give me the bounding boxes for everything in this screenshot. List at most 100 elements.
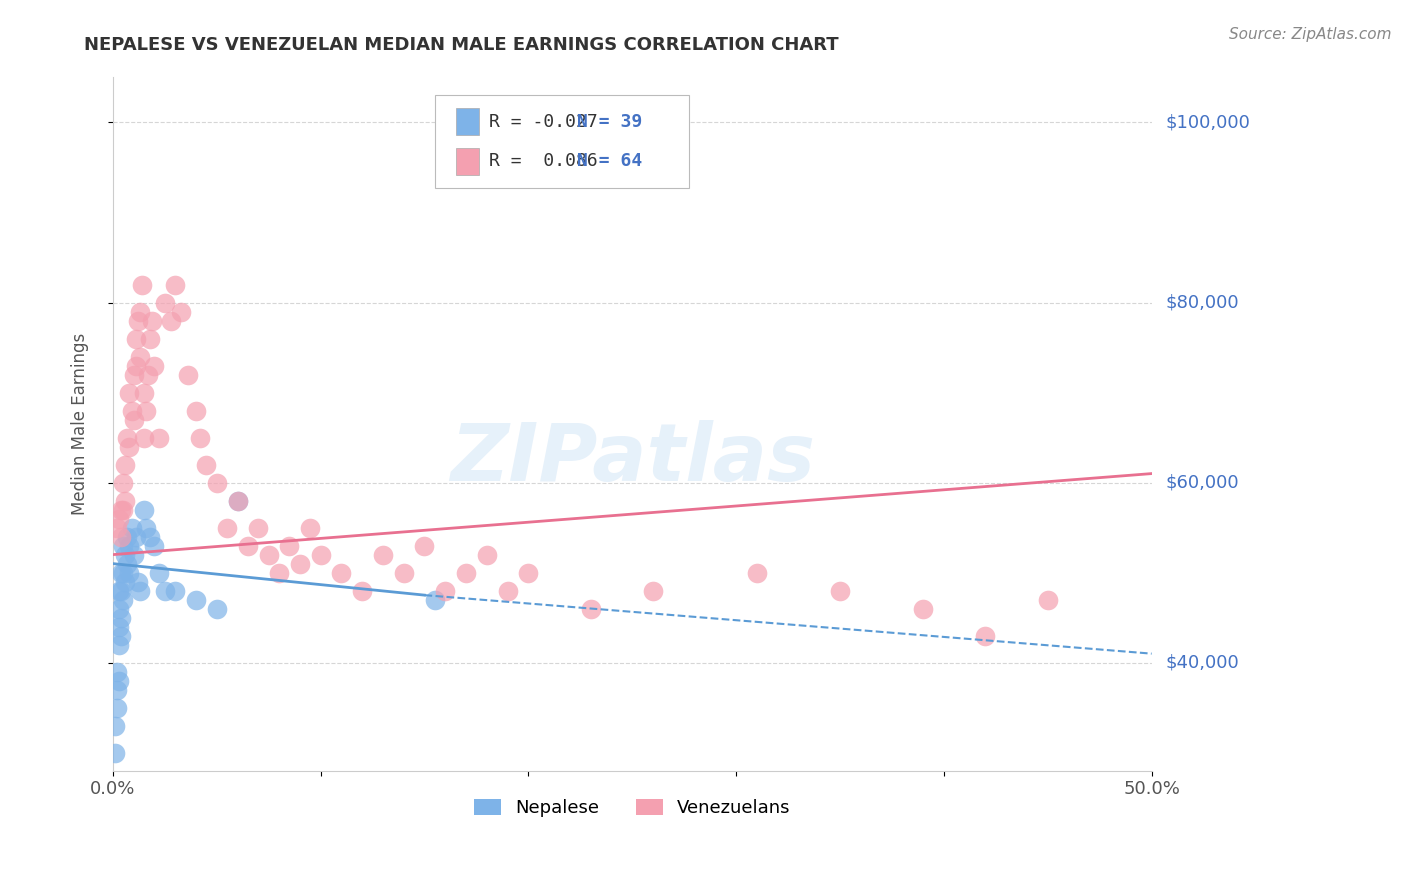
- Point: [247, 520, 270, 534]
- Point: [117, 557, 139, 571]
- Point: [125, 332, 148, 346]
- Point: [136, 368, 159, 382]
- Text: N = 39: N = 39: [578, 112, 643, 130]
- Point: [125, 530, 148, 544]
- Point: [117, 431, 139, 445]
- Text: Source: ZipAtlas.com: Source: ZipAtlas.com: [1229, 27, 1392, 42]
- Point: [128, 350, 150, 364]
- Point: [108, 583, 131, 598]
- Point: [110, 530, 132, 544]
- Point: [217, 520, 239, 534]
- Point: [170, 304, 193, 318]
- Point: [110, 610, 132, 624]
- Point: [132, 431, 155, 445]
- Text: NEPALESE VS VENEZUELAN MEDIAN MALE EARNINGS CORRELATION CHART: NEPALESE VS VENEZUELAN MEDIAN MALE EARNI…: [84, 36, 839, 54]
- Point: [176, 368, 198, 382]
- Point: [641, 583, 664, 598]
- Point: [117, 530, 139, 544]
- Point: [132, 502, 155, 516]
- Point: [148, 566, 170, 580]
- FancyBboxPatch shape: [434, 95, 689, 188]
- Point: [105, 665, 128, 679]
- Text: $60,000: $60,000: [1166, 474, 1239, 491]
- Point: [974, 629, 997, 643]
- Point: [371, 548, 394, 562]
- Point: [517, 566, 540, 580]
- Point: [122, 548, 145, 562]
- Point: [912, 601, 935, 615]
- Point: [434, 583, 457, 598]
- Point: [122, 368, 145, 382]
- Point: [128, 304, 150, 318]
- Point: [104, 719, 127, 733]
- Text: $80,000: $80,000: [1166, 293, 1239, 311]
- Text: $100,000: $100,000: [1166, 113, 1250, 131]
- Point: [114, 548, 136, 562]
- Point: [127, 574, 149, 589]
- Point: [205, 475, 228, 490]
- Point: [112, 502, 135, 516]
- Point: [112, 592, 135, 607]
- Legend: Nepalese, Venezuelans: Nepalese, Venezuelans: [467, 791, 797, 824]
- Point: [135, 520, 157, 534]
- Point: [114, 574, 136, 589]
- Point: [114, 493, 136, 508]
- Point: [121, 403, 143, 417]
- Point: [108, 638, 131, 652]
- Point: [188, 431, 211, 445]
- Text: $40,000: $40,000: [1166, 654, 1239, 672]
- Point: [132, 385, 155, 400]
- Point: [278, 539, 301, 553]
- Point: [236, 539, 259, 553]
- Point: [392, 566, 415, 580]
- Point: [184, 403, 207, 417]
- Point: [828, 583, 851, 598]
- Text: ZIPatlas: ZIPatlas: [450, 420, 814, 498]
- Point: [423, 592, 446, 607]
- Point: [1036, 592, 1059, 607]
- Point: [267, 566, 290, 580]
- Point: [118, 385, 141, 400]
- Point: [139, 332, 162, 346]
- Point: [475, 548, 498, 562]
- Point: [135, 403, 157, 417]
- Point: [122, 412, 145, 426]
- Point: [110, 583, 132, 598]
- Point: [118, 539, 141, 553]
- Point: [148, 431, 170, 445]
- Text: R = -0.027: R = -0.027: [489, 112, 598, 130]
- Point: [195, 458, 218, 472]
- Point: [105, 682, 128, 697]
- Point: [131, 277, 153, 292]
- Point: [118, 566, 141, 580]
- Point: [121, 520, 143, 534]
- Point: [184, 592, 207, 607]
- Point: [205, 601, 228, 615]
- FancyBboxPatch shape: [456, 109, 478, 135]
- Point: [128, 583, 150, 598]
- Point: [413, 539, 436, 553]
- Point: [139, 530, 162, 544]
- Point: [105, 520, 128, 534]
- Point: [153, 583, 176, 598]
- Point: [330, 566, 353, 580]
- Y-axis label: Median Male Earnings: Median Male Earnings: [72, 333, 89, 516]
- FancyBboxPatch shape: [456, 148, 478, 175]
- Point: [110, 502, 132, 516]
- Point: [108, 673, 131, 688]
- Point: [454, 566, 477, 580]
- Point: [143, 359, 166, 373]
- Point: [105, 700, 128, 714]
- Point: [153, 295, 176, 310]
- Point: [114, 458, 136, 472]
- Point: [226, 493, 249, 508]
- Point: [112, 539, 135, 553]
- Point: [110, 629, 132, 643]
- Point: [257, 548, 280, 562]
- Point: [110, 566, 132, 580]
- Point: [118, 440, 141, 454]
- Point: [125, 359, 148, 373]
- Point: [108, 620, 131, 634]
- Point: [352, 583, 374, 598]
- Point: [288, 557, 311, 571]
